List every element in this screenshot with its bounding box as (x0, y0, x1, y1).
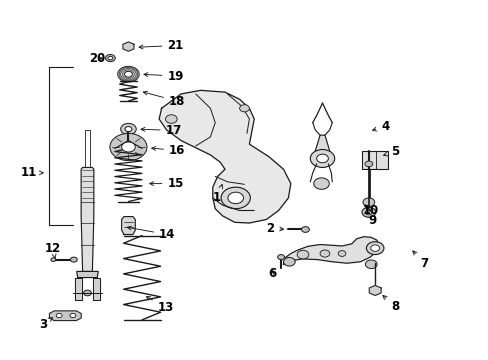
Polygon shape (122, 217, 135, 234)
Polygon shape (49, 311, 81, 320)
Circle shape (320, 250, 329, 257)
Polygon shape (122, 42, 134, 51)
Circle shape (105, 54, 115, 62)
Text: 14: 14 (127, 226, 175, 241)
Polygon shape (81, 167, 94, 271)
Circle shape (70, 257, 77, 262)
Circle shape (165, 115, 177, 123)
Circle shape (124, 71, 132, 77)
Polygon shape (77, 271, 98, 278)
Polygon shape (93, 278, 100, 300)
Text: 20: 20 (89, 52, 105, 65)
Text: 3: 3 (39, 318, 52, 331)
Text: 8: 8 (382, 296, 398, 313)
Circle shape (83, 290, 91, 296)
Polygon shape (283, 237, 378, 264)
Circle shape (297, 250, 308, 259)
Circle shape (364, 161, 372, 167)
Circle shape (121, 123, 136, 135)
Circle shape (221, 187, 250, 209)
Circle shape (51, 258, 56, 261)
Text: 9: 9 (368, 210, 376, 227)
Circle shape (310, 149, 334, 167)
Circle shape (110, 134, 147, 161)
Text: 2: 2 (266, 222, 283, 235)
Text: 19: 19 (143, 69, 183, 82)
Circle shape (70, 314, 76, 318)
Text: 7: 7 (412, 251, 427, 270)
Circle shape (316, 154, 328, 163)
Circle shape (277, 255, 284, 260)
Circle shape (122, 142, 135, 152)
Circle shape (366, 242, 383, 255)
Polygon shape (315, 135, 329, 164)
Circle shape (108, 56, 113, 60)
Circle shape (301, 226, 309, 232)
Polygon shape (368, 285, 380, 296)
Text: 5: 5 (383, 145, 398, 158)
Text: 4: 4 (372, 121, 388, 134)
Circle shape (125, 127, 132, 132)
Text: 12: 12 (44, 242, 61, 258)
Text: 1: 1 (212, 185, 222, 204)
Circle shape (361, 207, 375, 217)
Text: 13: 13 (146, 297, 174, 314)
Polygon shape (159, 90, 290, 223)
Circle shape (313, 178, 329, 189)
Text: 11: 11 (20, 166, 43, 179)
Circle shape (56, 314, 62, 318)
Text: 10: 10 (362, 204, 378, 217)
Circle shape (227, 192, 243, 204)
Polygon shape (75, 278, 81, 300)
Circle shape (365, 260, 376, 269)
Circle shape (239, 105, 249, 112)
Circle shape (337, 251, 345, 256)
Text: 17: 17 (141, 124, 182, 137)
Text: 15: 15 (149, 177, 183, 190)
Circle shape (283, 257, 295, 266)
Text: 18: 18 (143, 91, 185, 108)
Text: 16: 16 (151, 144, 185, 157)
Bar (361, 151, 387, 169)
Circle shape (118, 66, 139, 82)
Text: 6: 6 (267, 267, 276, 280)
Circle shape (362, 198, 374, 207)
Text: 21: 21 (139, 39, 183, 52)
Circle shape (370, 245, 379, 251)
Circle shape (365, 210, 371, 215)
